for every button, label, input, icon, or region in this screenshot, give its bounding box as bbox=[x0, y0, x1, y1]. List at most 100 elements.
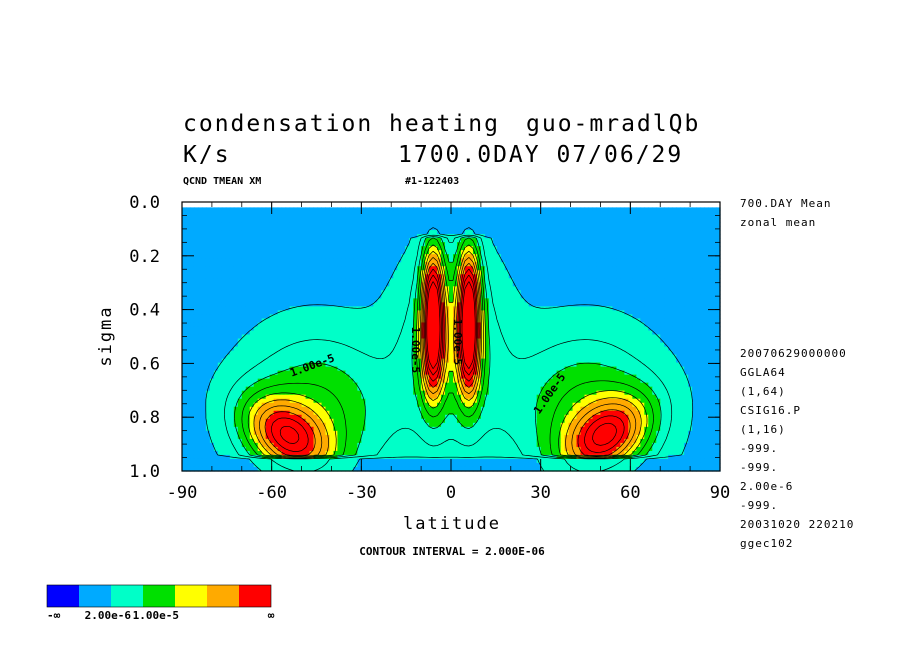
field-cell bbox=[568, 266, 574, 271]
field-cell bbox=[393, 286, 398, 291]
field-cell bbox=[189, 258, 195, 263]
field-cell bbox=[716, 250, 721, 255]
field-cell bbox=[692, 282, 697, 287]
field-cell bbox=[628, 302, 633, 307]
field-cell bbox=[321, 342, 327, 348]
field-cell bbox=[620, 250, 625, 255]
field-cell bbox=[580, 210, 586, 215]
field-cell bbox=[249, 302, 255, 307]
field-cell bbox=[325, 238, 331, 243]
field-cell bbox=[712, 258, 717, 263]
field-cell bbox=[189, 207, 195, 211]
field-cell bbox=[696, 242, 701, 247]
field-cell bbox=[556, 330, 562, 336]
field-cell bbox=[301, 246, 307, 251]
field-cell bbox=[676, 230, 681, 235]
field-cell bbox=[644, 262, 649, 267]
field-cell bbox=[229, 214, 235, 219]
field-cell bbox=[644, 238, 649, 243]
field-cell bbox=[309, 262, 315, 267]
field-cell bbox=[540, 270, 546, 275]
field-cell bbox=[285, 230, 291, 235]
field-cell bbox=[496, 318, 502, 324]
field-cell bbox=[229, 250, 235, 255]
field-cell bbox=[528, 266, 534, 271]
field-cell bbox=[373, 314, 378, 320]
field-cell bbox=[460, 238, 466, 243]
field-cell bbox=[652, 234, 657, 239]
field-cell bbox=[540, 226, 546, 231]
field-cell bbox=[313, 214, 319, 219]
field-cell bbox=[612, 298, 617, 303]
field-cell bbox=[297, 302, 303, 307]
field-cell bbox=[213, 290, 219, 295]
field-cell bbox=[401, 302, 406, 307]
field-cell bbox=[620, 207, 625, 211]
field-cell bbox=[257, 326, 263, 332]
field-cell bbox=[217, 330, 223, 336]
field-cell bbox=[193, 226, 199, 231]
field-cell bbox=[488, 258, 494, 263]
field-cell bbox=[488, 262, 494, 267]
field-cell bbox=[337, 314, 343, 320]
field-cell bbox=[608, 302, 613, 307]
field-cell bbox=[636, 330, 641, 336]
field-cell bbox=[688, 342, 693, 348]
field-cell bbox=[393, 282, 398, 287]
field-cell bbox=[233, 262, 239, 267]
field-cell bbox=[516, 210, 522, 215]
field-cell bbox=[580, 310, 586, 316]
field-cell bbox=[680, 346, 685, 352]
field-cell bbox=[572, 298, 578, 303]
field-cell bbox=[281, 214, 287, 219]
field-cell bbox=[321, 246, 327, 251]
field-cell bbox=[712, 242, 717, 247]
field-cell bbox=[197, 250, 203, 255]
field-cell bbox=[716, 298, 721, 303]
field-cell bbox=[660, 294, 665, 299]
field-cell bbox=[524, 322, 530, 328]
field-cell bbox=[516, 214, 522, 219]
field-cell bbox=[640, 270, 645, 275]
field-cell bbox=[397, 350, 402, 356]
field-cell bbox=[273, 338, 279, 344]
field-cell bbox=[644, 314, 649, 320]
field-cell bbox=[357, 210, 362, 215]
field-cell bbox=[520, 302, 526, 307]
field-cell bbox=[708, 210, 713, 215]
field-cell bbox=[345, 302, 350, 307]
field-cell bbox=[520, 306, 526, 311]
field-cell bbox=[233, 230, 239, 235]
field-cell bbox=[341, 238, 346, 243]
field-cell bbox=[277, 274, 283, 279]
field-cell bbox=[592, 274, 598, 279]
field-cell bbox=[341, 210, 346, 215]
field-cell bbox=[644, 214, 649, 219]
field-cell bbox=[652, 258, 657, 263]
field-cell bbox=[504, 294, 510, 299]
field-cell bbox=[365, 330, 370, 336]
field-cell bbox=[329, 270, 335, 275]
field-cell bbox=[696, 222, 701, 227]
field-cell bbox=[269, 218, 275, 223]
field-cell bbox=[225, 314, 231, 320]
field-cell bbox=[508, 230, 514, 235]
field-cell bbox=[492, 294, 498, 299]
field-cell bbox=[401, 222, 406, 227]
field-cell bbox=[636, 286, 641, 291]
field-cell bbox=[369, 258, 374, 263]
field-cell bbox=[532, 278, 538, 283]
field-cell bbox=[668, 254, 673, 259]
field-cell bbox=[245, 238, 251, 243]
field-cell bbox=[361, 334, 366, 340]
field-cell bbox=[604, 310, 610, 316]
field-cell bbox=[373, 338, 378, 344]
field-cell bbox=[285, 234, 291, 239]
field-cell bbox=[536, 330, 542, 336]
field-cell bbox=[221, 350, 227, 356]
field-cell bbox=[696, 342, 701, 348]
field-cell bbox=[229, 242, 235, 247]
field-cell bbox=[361, 238, 366, 243]
field-cell bbox=[472, 238, 478, 243]
field-cell bbox=[712, 314, 717, 320]
